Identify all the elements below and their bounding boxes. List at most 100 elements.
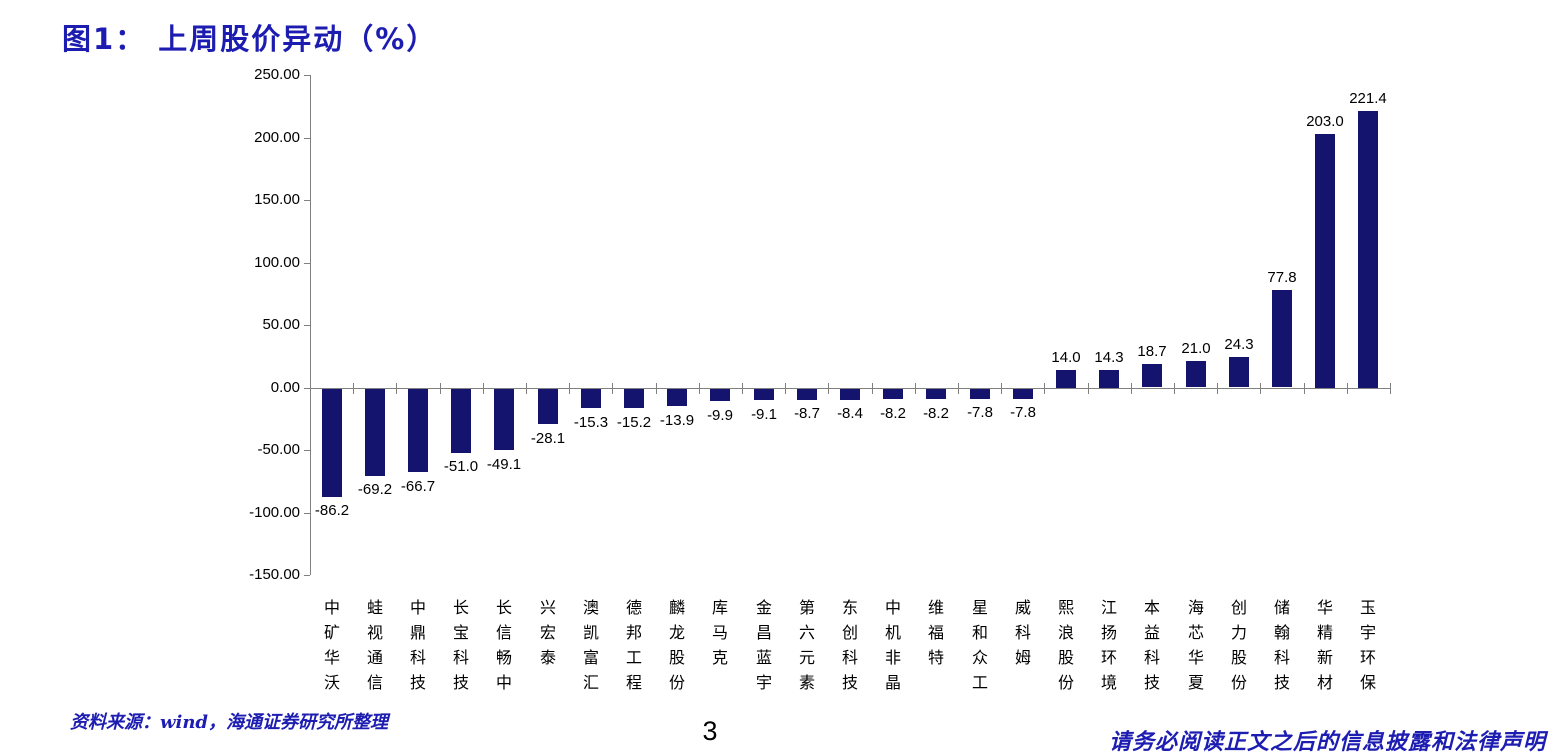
x-axis-tick <box>915 383 916 394</box>
x-axis-tick <box>1001 383 1002 394</box>
bar <box>538 389 558 424</box>
x-axis-tick <box>310 383 311 394</box>
figure-title: 图1： 上周股价异动（%） <box>62 22 438 56</box>
bar <box>451 389 471 453</box>
y-axis-tick <box>304 200 310 201</box>
y-axis-tick <box>304 388 310 389</box>
category-label: 长 信 畅 中 <box>495 598 512 692</box>
bar <box>840 389 860 400</box>
x-axis-tick <box>656 383 657 394</box>
bar <box>408 389 428 472</box>
x-axis-tick <box>483 383 484 394</box>
bar <box>1186 361 1206 387</box>
category-label: 玉 宇 环 保 <box>1359 598 1376 692</box>
y-axis-tick-label: 50.00 <box>262 316 300 333</box>
y-axis-tick-label: -150.00 <box>249 566 300 583</box>
category-label: 德 邦 工 程 <box>625 598 642 692</box>
bar-value-label: 18.7 <box>1137 343 1167 360</box>
category-label: 星 和 众 工 <box>971 598 988 692</box>
category-label: 熙 浪 股 份 <box>1057 598 1074 692</box>
y-axis-tick-label: 150.00 <box>254 191 300 208</box>
y-axis-tick-label: 200.00 <box>254 129 300 146</box>
y-axis-tick-label: 100.00 <box>254 254 300 271</box>
bar-value-label: -15.3 <box>573 414 609 431</box>
bar-chart: 250.00 200.00 150.00 100.00 50.00 0.00 -50.00 -… <box>249 66 1391 692</box>
bar <box>754 389 774 400</box>
bar-value-label: -7.8 <box>967 404 993 421</box>
bar <box>1056 370 1076 388</box>
category-label: 江 扬 环 境 <box>1100 598 1117 692</box>
x-axis-line <box>310 388 1390 389</box>
legal-disclaimer: 请务必阅读正文之后的信息披露和法律声明 <box>1108 729 1546 755</box>
bar-value-label: -8.7 <box>794 405 820 422</box>
x-axis-tick <box>1347 383 1348 394</box>
bar <box>1099 370 1119 388</box>
bar-value-label: -9.1 <box>751 406 777 423</box>
bar-value-label: 77.8 <box>1267 269 1297 286</box>
bar-value-label: 221.4 <box>1349 90 1387 107</box>
x-axis-tick <box>440 383 441 394</box>
x-axis-tick <box>1174 383 1175 394</box>
y-axis-tick-label: 0.00 <box>270 379 300 396</box>
bar <box>1358 111 1378 388</box>
bar <box>970 389 990 399</box>
bar-value-label: 14.0 <box>1051 349 1081 366</box>
y-axis-tick-label: -100.00 <box>249 504 300 521</box>
bar-value-label: -66.7 <box>400 478 436 495</box>
bar <box>322 389 342 497</box>
bar <box>1315 134 1335 388</box>
bar <box>365 389 385 476</box>
x-axis-tick <box>828 383 829 394</box>
bar <box>1142 364 1162 387</box>
x-axis-tick <box>526 383 527 394</box>
x-axis-tick <box>1131 383 1132 394</box>
bar-value-label: -8.2 <box>923 405 949 422</box>
y-axis-tick <box>304 138 310 139</box>
bar-value-label: -7.8 <box>1010 404 1036 421</box>
bar-value-label: -51.0 <box>443 458 479 475</box>
x-axis-tick <box>1390 383 1391 394</box>
category-label: 威 科 姆 <box>1014 598 1031 667</box>
bar-value-label: 203.0 <box>1306 113 1344 130</box>
x-axis-tick <box>872 383 873 394</box>
category-label: 中 机 非 晶 <box>884 598 901 692</box>
bar-value-label: -8.2 <box>880 405 906 422</box>
category-label: 中 鼎 科 技 <box>409 598 426 692</box>
bar <box>494 389 514 450</box>
category-label: 中 矿 华 沃 <box>323 598 340 692</box>
x-axis-tick <box>1088 383 1089 394</box>
bar-value-label: -13.9 <box>659 412 695 429</box>
category-label: 海 芯 华 夏 <box>1187 598 1204 692</box>
bar-value-label: 14.3 <box>1094 349 1124 366</box>
x-axis-tick <box>353 383 354 394</box>
x-axis-tick <box>1044 383 1045 394</box>
bar <box>581 389 601 408</box>
bar-value-label: -86.2 <box>314 502 350 519</box>
x-axis-tick <box>396 383 397 394</box>
x-axis-tick <box>742 383 743 394</box>
category-label: 本 益 科 技 <box>1143 598 1160 692</box>
bar <box>710 389 730 401</box>
y-axis-tick-label: 250.00 <box>254 66 300 83</box>
category-label: 维 福 特 <box>927 598 944 667</box>
bar-value-label: -49.1 <box>486 456 522 473</box>
x-axis-tick <box>569 383 570 394</box>
source-note: 资料来源：wind，海通证券研究所整理 <box>70 712 389 733</box>
x-axis-tick <box>785 383 786 394</box>
x-axis-tick <box>958 383 959 394</box>
y-axis-tick <box>304 325 310 326</box>
bar-value-label: -9.9 <box>707 407 733 424</box>
category-label: 库 马 克 <box>711 598 728 667</box>
x-axis-tick <box>699 383 700 394</box>
bar <box>1229 357 1249 387</box>
x-axis-tick <box>1260 383 1261 394</box>
bar-value-label: -8.4 <box>837 405 863 422</box>
bar <box>926 389 946 399</box>
y-axis-tick-label: -50.00 <box>257 441 300 458</box>
bar <box>883 389 903 399</box>
bar-value-label: 21.0 <box>1181 340 1211 357</box>
bar-value-label: -28.1 <box>530 430 566 447</box>
category-label: 蛙 视 通 信 <box>366 598 383 692</box>
page-number: 3 <box>702 716 718 746</box>
